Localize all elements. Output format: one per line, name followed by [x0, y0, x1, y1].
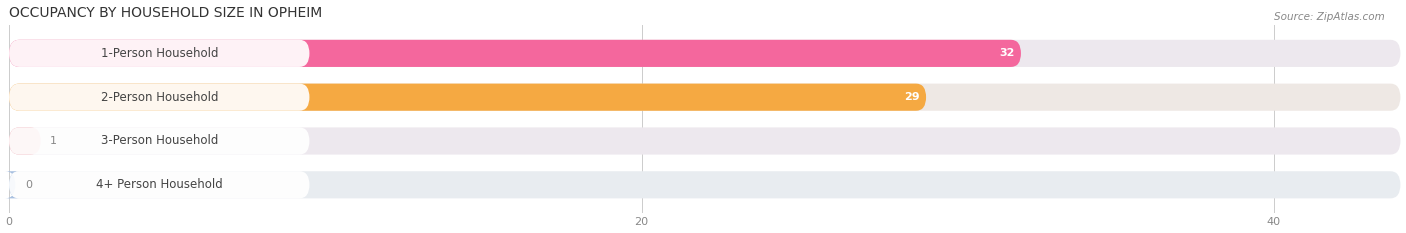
FancyBboxPatch shape	[8, 127, 41, 154]
FancyBboxPatch shape	[8, 84, 309, 111]
FancyBboxPatch shape	[8, 84, 927, 111]
Text: 3-Person Household: 3-Person Household	[101, 134, 218, 147]
Text: Source: ZipAtlas.com: Source: ZipAtlas.com	[1274, 12, 1385, 22]
FancyBboxPatch shape	[8, 40, 1400, 67]
FancyBboxPatch shape	[8, 127, 309, 154]
Text: 1-Person Household: 1-Person Household	[100, 47, 218, 60]
Text: OCCUPANCY BY HOUSEHOLD SIZE IN OPHEIM: OCCUPANCY BY HOUSEHOLD SIZE IN OPHEIM	[8, 6, 322, 20]
FancyBboxPatch shape	[8, 40, 1021, 67]
FancyBboxPatch shape	[8, 171, 1400, 198]
Text: 1: 1	[51, 136, 58, 146]
Text: 0: 0	[25, 180, 32, 190]
FancyBboxPatch shape	[6, 171, 20, 198]
Text: 4+ Person Household: 4+ Person Household	[96, 178, 222, 191]
FancyBboxPatch shape	[8, 127, 1400, 154]
FancyBboxPatch shape	[8, 40, 309, 67]
FancyBboxPatch shape	[8, 84, 1400, 111]
FancyBboxPatch shape	[8, 171, 309, 198]
Text: 32: 32	[1000, 48, 1015, 58]
Text: 2-Person Household: 2-Person Household	[100, 91, 218, 104]
Text: 29: 29	[904, 92, 920, 102]
